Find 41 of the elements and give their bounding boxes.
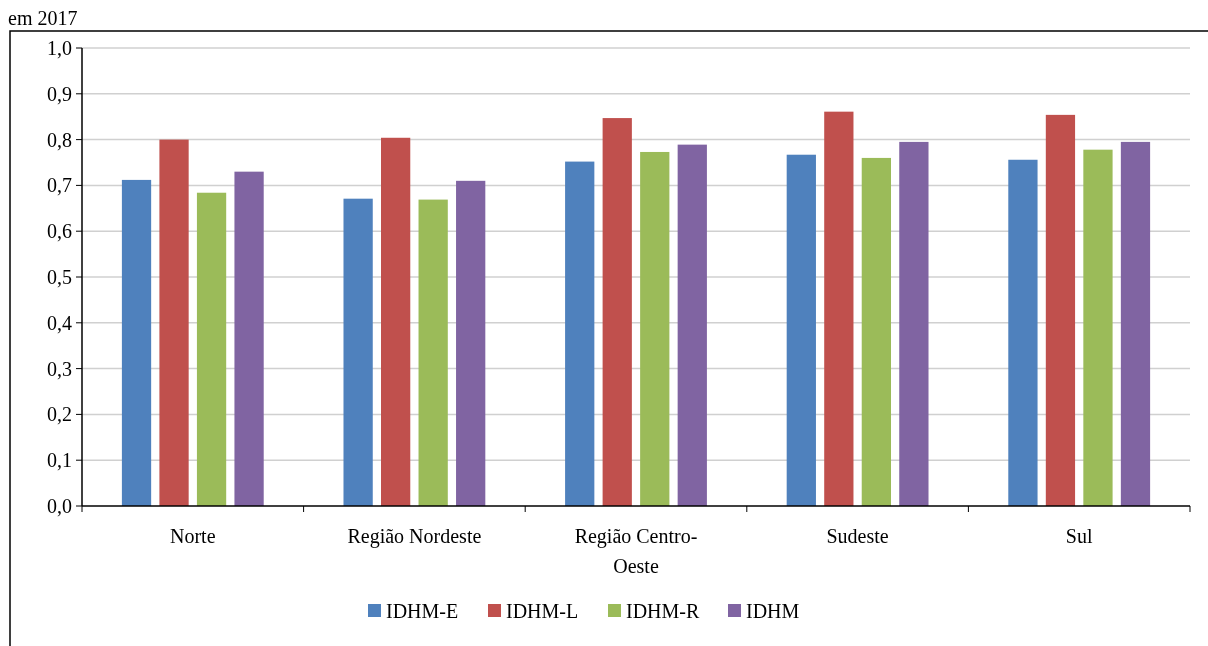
y-tick-label: 0,8: [47, 128, 72, 151]
y-tick-label: 0,3: [47, 357, 72, 380]
y-tick-label: 0,6: [47, 220, 72, 243]
x-tick-label: Norte: [170, 525, 216, 547]
bar: [456, 180, 486, 506]
chart-title: em 2017: [8, 7, 78, 29]
bar: [1008, 159, 1038, 506]
y-tick-label: 0,1: [47, 449, 72, 472]
bar: [1120, 141, 1151, 506]
y-tick-label: 0,4: [47, 311, 72, 334]
bar: [677, 144, 707, 506]
y-tick-label: 0,5: [47, 266, 72, 288]
bar: [121, 179, 152, 506]
x-tick-label: Região Nordeste: [347, 525, 482, 548]
legend-label: IDHM-R: [626, 600, 700, 622]
x-tick-label: Sudeste: [826, 525, 889, 547]
bar: [861, 157, 891, 506]
y-tick-label: 1,0: [47, 37, 72, 59]
bar: [159, 139, 189, 506]
y-tick-label: 0,2: [47, 403, 72, 426]
bar: [824, 111, 854, 506]
x-tick-label: Região Centro-Oeste: [574, 525, 698, 577]
legend-label: IDHM-L: [506, 600, 579, 622]
bar: [418, 199, 448, 506]
bar: [234, 171, 264, 506]
bar: [786, 154, 816, 506]
bar: [602, 118, 632, 506]
bar: [640, 151, 670, 506]
bar: [381, 137, 411, 506]
bar: [565, 161, 595, 506]
bar: [899, 141, 929, 506]
y-tick-label: 0,0: [47, 495, 72, 517]
bar: [196, 192, 227, 506]
legend-label: IDHM: [746, 600, 800, 622]
y-tick-label: 0,9: [47, 82, 72, 105]
x-tick-label: Sul: [1065, 525, 1093, 547]
bar: [1083, 149, 1113, 506]
bar: [343, 198, 373, 506]
legend-label: IDHM-E: [386, 600, 459, 622]
y-tick-label: 0,7: [47, 174, 72, 197]
bar: [1045, 114, 1076, 506]
